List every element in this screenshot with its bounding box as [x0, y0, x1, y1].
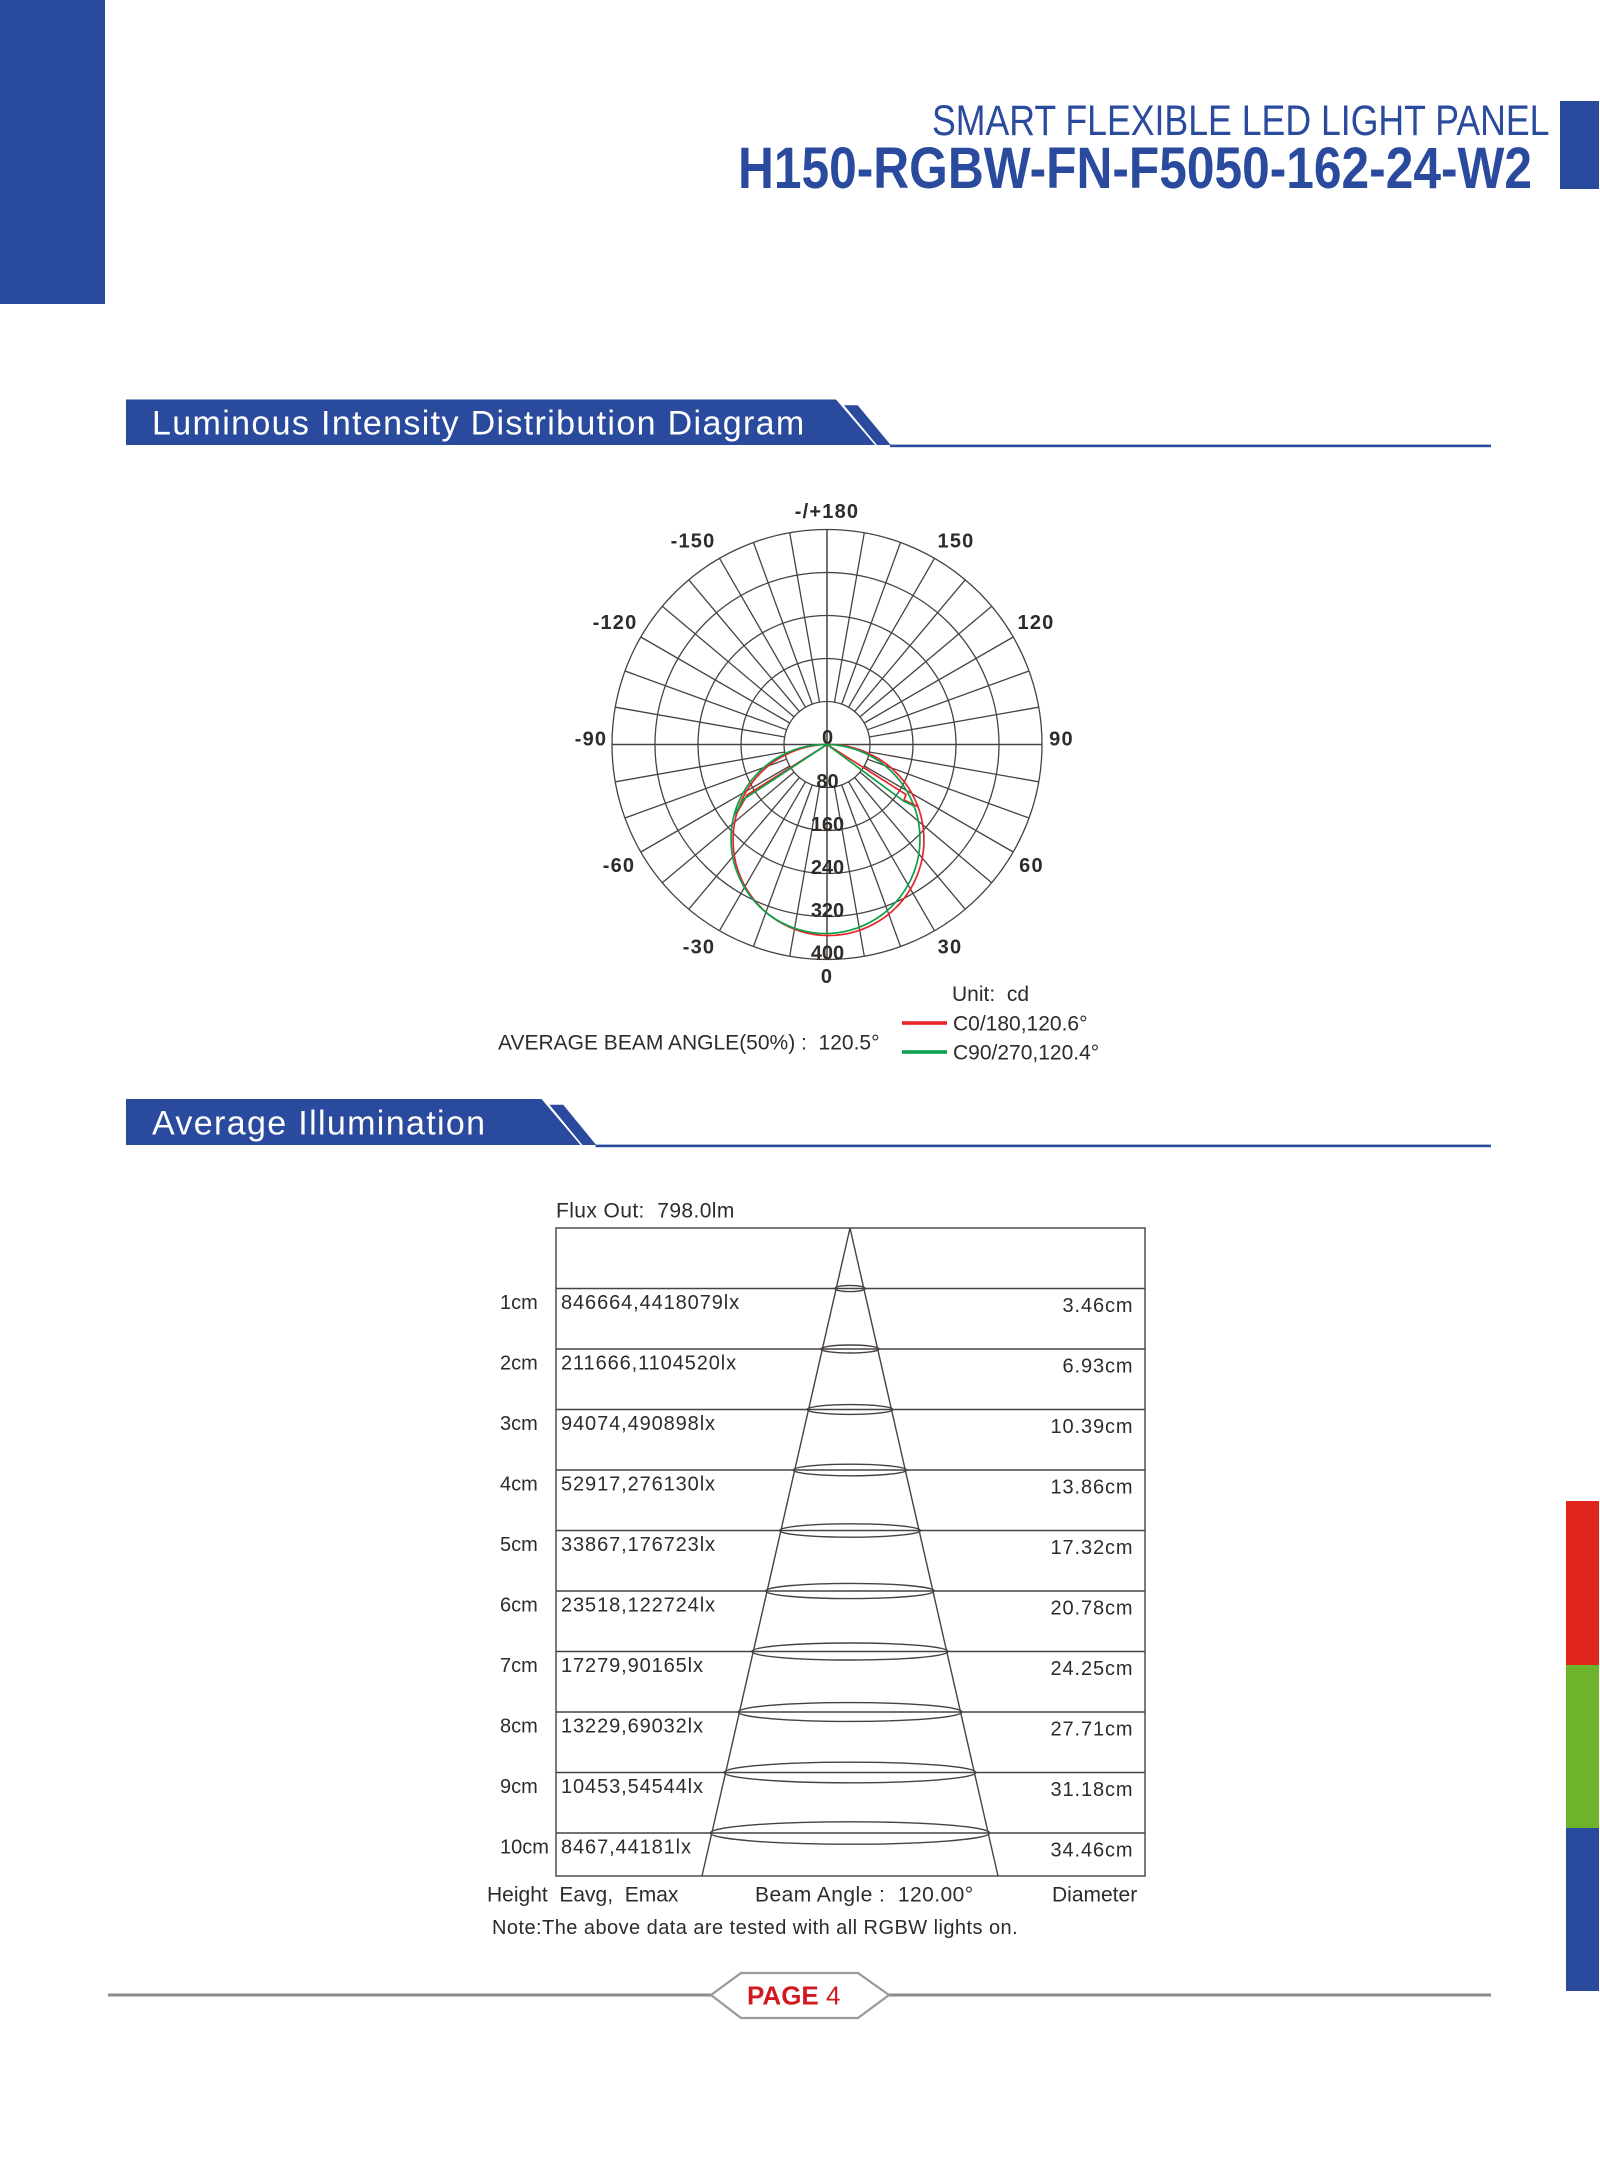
svg-text:20.78cm: 20.78cm [1050, 1598, 1133, 1620]
svg-text:60: 60 [1019, 855, 1044, 877]
svg-text:10.39cm: 10.39cm [1050, 1416, 1133, 1438]
svg-text:1cm: 1cm [500, 1292, 538, 1314]
svg-text:PAGE 4: PAGE 4 [747, 1980, 840, 2010]
svg-text:17.32cm: 17.32cm [1050, 1537, 1133, 1559]
svg-text:52917,276130lx: 52917,276130lx [561, 1474, 716, 1496]
svg-text:-/+180: -/+180 [795, 501, 859, 523]
svg-text:17279,90165lx: 17279,90165lx [561, 1655, 704, 1677]
svg-text:-120: -120 [593, 612, 638, 634]
svg-text:211666,1104520lx: 211666,1104520lx [561, 1353, 737, 1375]
svg-text:0: 0 [822, 727, 833, 749]
svg-text:5cm: 5cm [500, 1534, 538, 1556]
svg-text:94074,490898lx: 94074,490898lx [561, 1413, 716, 1435]
svg-text:7cm: 7cm [500, 1655, 538, 1677]
svg-text:80: 80 [816, 771, 838, 793]
svg-text:90: 90 [1049, 729, 1074, 751]
svg-text:24.25cm: 24.25cm [1050, 1658, 1133, 1680]
svg-text:3cm: 3cm [500, 1413, 538, 1435]
svg-text:3.46cm: 3.46cm [1063, 1295, 1134, 1317]
svg-text:Unit: cd: Unit: cd [952, 983, 1029, 1006]
svg-text:Flux Out: 798.0lm: Flux Out: 798.0lm [556, 1200, 735, 1223]
svg-text:8467,44181lx: 8467,44181lx [561, 1837, 692, 1859]
svg-text:31.18cm: 31.18cm [1050, 1779, 1133, 1801]
svg-text:Height Eavg, Emax: Height Eavg, Emax [487, 1884, 679, 1907]
svg-text:34.46cm: 34.46cm [1050, 1840, 1133, 1862]
svg-text:C90/270,120.4°: C90/270,120.4° [953, 1042, 1099, 1065]
svg-text:Note:The above data are tested: Note:The above data are tested with all … [492, 1917, 1018, 1939]
svg-text:33867,176723lx: 33867,176723lx [561, 1534, 716, 1556]
svg-text:-60: -60 [603, 855, 636, 877]
svg-text:10cm: 10cm [500, 1837, 549, 1859]
svg-text:6.93cm: 6.93cm [1063, 1356, 1134, 1378]
svg-text:400: 400 [811, 943, 844, 965]
svg-text:10453,54544lx: 10453,54544lx [561, 1776, 704, 1798]
svg-text:-150: -150 [671, 531, 716, 553]
svg-text:9cm: 9cm [500, 1776, 538, 1798]
svg-text:Beam Angle : 120.00°: Beam Angle : 120.00° [755, 1884, 974, 1907]
svg-text:150: 150 [938, 531, 975, 553]
svg-text:C0/180,120.6°: C0/180,120.6° [953, 1013, 1088, 1036]
svg-text:Average Illumination: Average Illumination [152, 1104, 486, 1142]
svg-text:120: 120 [1018, 612, 1055, 634]
svg-text:AVERAGE BEAM ANGLE(50%) : 120: AVERAGE BEAM ANGLE(50%) : 120.5° [498, 1032, 880, 1055]
svg-text:240: 240 [811, 857, 844, 879]
svg-text:6cm: 6cm [500, 1595, 538, 1617]
svg-text:27.71cm: 27.71cm [1050, 1719, 1133, 1741]
svg-text:13229,69032lx: 13229,69032lx [561, 1716, 704, 1738]
svg-text:Diameter: Diameter [1052, 1884, 1137, 1907]
svg-text:23518,122724lx: 23518,122724lx [561, 1595, 716, 1617]
svg-text:30: 30 [938, 937, 963, 959]
svg-text:320: 320 [811, 900, 844, 922]
svg-text:4cm: 4cm [500, 1474, 538, 1496]
svg-text:160: 160 [811, 814, 844, 836]
svg-text:Luminous Intensity Distributio: Luminous Intensity Distribution Diagram [152, 404, 806, 442]
svg-text:-30: -30 [683, 937, 716, 959]
svg-text:846664,4418079lx: 846664,4418079lx [561, 1292, 740, 1314]
svg-text:0: 0 [821, 966, 833, 988]
svg-text:2cm: 2cm [500, 1353, 538, 1375]
svg-text:8cm: 8cm [500, 1716, 538, 1738]
svg-text:-90: -90 [575, 729, 608, 751]
svg-text:13.86cm: 13.86cm [1050, 1477, 1133, 1499]
